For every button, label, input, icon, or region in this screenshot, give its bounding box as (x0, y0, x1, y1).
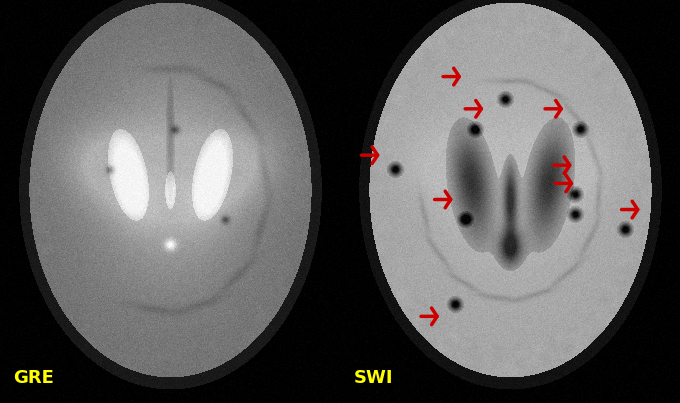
Text: GRE: GRE (14, 369, 54, 387)
Text: SWI: SWI (354, 369, 393, 387)
